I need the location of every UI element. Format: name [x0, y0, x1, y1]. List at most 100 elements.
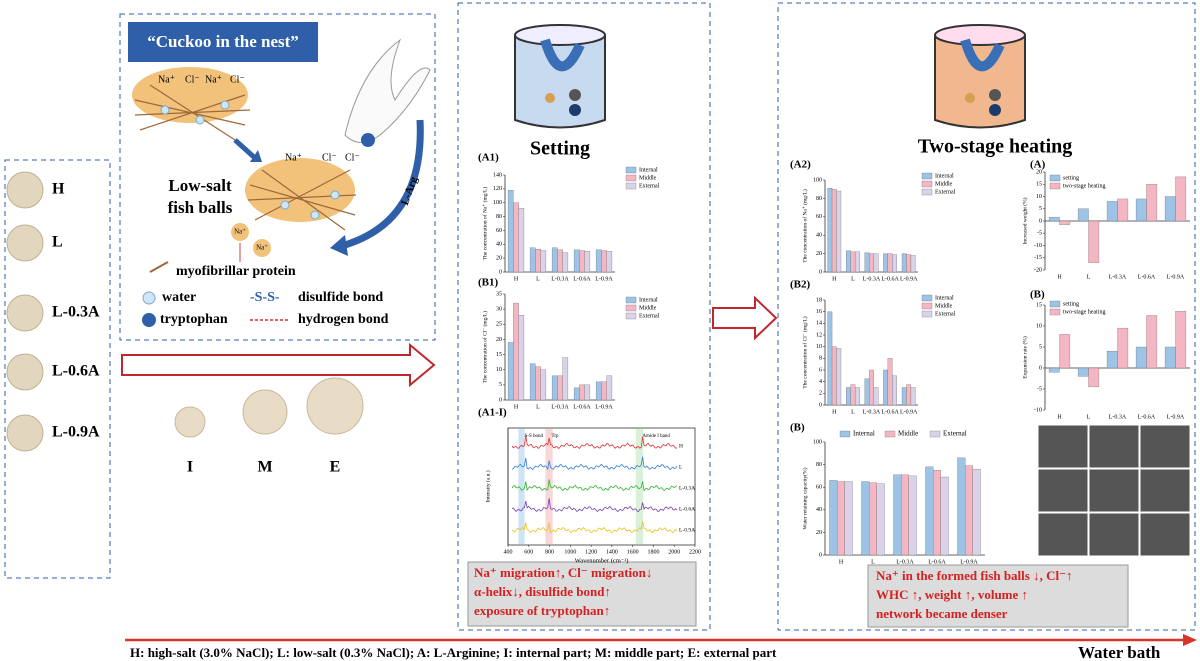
y-tick-label: 100	[813, 439, 822, 445]
bar	[1117, 327, 1129, 369]
sample-label: L-0.6A	[52, 363, 100, 380]
bar	[957, 457, 966, 556]
x-tick-label: L	[1087, 274, 1091, 280]
bar	[1164, 346, 1176, 369]
x-tick-label: 1800	[647, 549, 659, 555]
y-tick-label: 20	[496, 256, 502, 262]
bar	[1077, 208, 1089, 222]
legend-swatch	[625, 182, 637, 190]
bar	[562, 252, 569, 273]
bar	[836, 190, 842, 273]
ion: Na⁺	[285, 152, 302, 163]
bar	[887, 358, 893, 406]
conclusion-line: Na⁺ migration↑, Cl⁻ migration↓	[474, 565, 652, 580]
legend-label: Internal	[853, 430, 875, 438]
x-tick-label: L-0.9A	[960, 559, 978, 565]
x-tick-label: L	[871, 559, 875, 565]
x-tick-label: 2000	[668, 549, 680, 555]
spectrum-label: L	[679, 464, 683, 470]
bar	[1048, 367, 1060, 373]
bar	[595, 381, 602, 401]
spectrum-label: H	[679, 443, 683, 449]
legend-swatch	[625, 166, 637, 174]
bar	[535, 248, 541, 273]
annotation: Amide I band	[642, 434, 670, 439]
l-arg-label: L-Arg	[399, 175, 420, 207]
y-tick-label: 5	[1039, 206, 1042, 212]
y-axis-label: The concentration of Cl⁻ (mg/L)	[481, 311, 488, 383]
process-arrowhead	[1183, 634, 1197, 646]
y-tick-label: 20	[816, 251, 822, 257]
y-tick-label: 10	[816, 344, 822, 350]
bar	[1048, 217, 1060, 222]
y-tick-label: 35	[496, 291, 502, 297]
x-tick-label: L-0.6A	[1138, 414, 1156, 420]
legend-swatch	[884, 430, 896, 438]
x-tick-label: H	[832, 409, 837, 415]
bar	[893, 474, 902, 556]
legend-text: disulfide bond	[298, 290, 383, 305]
bar	[864, 252, 870, 273]
panel-label: (A1-I)	[478, 407, 507, 419]
legend-swatch	[1049, 174, 1061, 182]
x-tick-label: L	[851, 276, 855, 282]
bar	[1106, 351, 1118, 369]
bar	[1077, 367, 1089, 377]
legend-label: Internal	[935, 173, 954, 179]
ion: Na⁺	[256, 244, 268, 252]
y-tick-label: 5	[1039, 344, 1042, 350]
x-tick-label: L-0.6A	[573, 276, 591, 282]
x-axis-label: Wavenumber (cm⁻¹)	[575, 557, 629, 564]
beaker	[514, 24, 606, 129]
bar	[1059, 334, 1071, 369]
legend-text: tryptophan	[160, 312, 228, 327]
y-tick-label: 60	[496, 228, 502, 234]
x-tick-label: 1000	[564, 549, 576, 555]
bar	[1175, 176, 1187, 222]
x-tick-label: L-0.9A	[900, 276, 918, 282]
conclusion-line: network became denser	[876, 606, 1008, 621]
y-tick-label: 16	[816, 309, 822, 315]
nest	[132, 67, 357, 231]
bar	[906, 384, 912, 406]
legend-text: myofibrillar protein	[176, 264, 296, 279]
sample-label: H	[52, 181, 65, 198]
part-label: E	[330, 459, 341, 476]
bar	[972, 468, 981, 556]
band-highlight	[518, 429, 525, 544]
conclusion-box	[867, 564, 1129, 628]
conclusion-line: exposure of tryptophan↑	[474, 603, 610, 618]
bar	[1088, 367, 1100, 388]
samples-panel	[4, 159, 111, 579]
concept-title-box	[128, 22, 318, 62]
y-tick-label: 2	[819, 391, 822, 397]
bar	[827, 311, 833, 406]
concept-title: “Cuckoo in the nest”	[147, 32, 299, 51]
bar	[513, 202, 519, 273]
panel-label: (A1)	[478, 152, 499, 164]
y-tick-label: -15	[1034, 255, 1042, 261]
plot-frame	[507, 427, 696, 546]
x-tick-label: L-0.3A	[896, 559, 914, 565]
flow-arrow	[712, 295, 778, 341]
bar	[540, 369, 547, 401]
setting-panel	[457, 2, 711, 631]
y-axis-label: Water retaining capacity(%)	[801, 467, 808, 529]
panel-label: (B1)	[478, 277, 499, 289]
bar	[1164, 196, 1176, 222]
bar	[573, 249, 580, 273]
beaker	[934, 24, 1026, 129]
part-label: I	[187, 459, 193, 476]
y-tick-label: 10	[496, 367, 502, 373]
x-tick-label: 1600	[627, 549, 639, 555]
x-tick-label: L-0.3A	[863, 276, 881, 282]
bar	[883, 253, 889, 273]
y-tick-label: 20	[496, 337, 502, 343]
bar	[901, 387, 907, 406]
bar	[876, 483, 885, 556]
x-tick-label: L-0.6A	[881, 276, 899, 282]
y-tick-label: 20	[1036, 169, 1042, 175]
bar	[940, 476, 949, 556]
y-tick-label: 4	[819, 379, 822, 385]
